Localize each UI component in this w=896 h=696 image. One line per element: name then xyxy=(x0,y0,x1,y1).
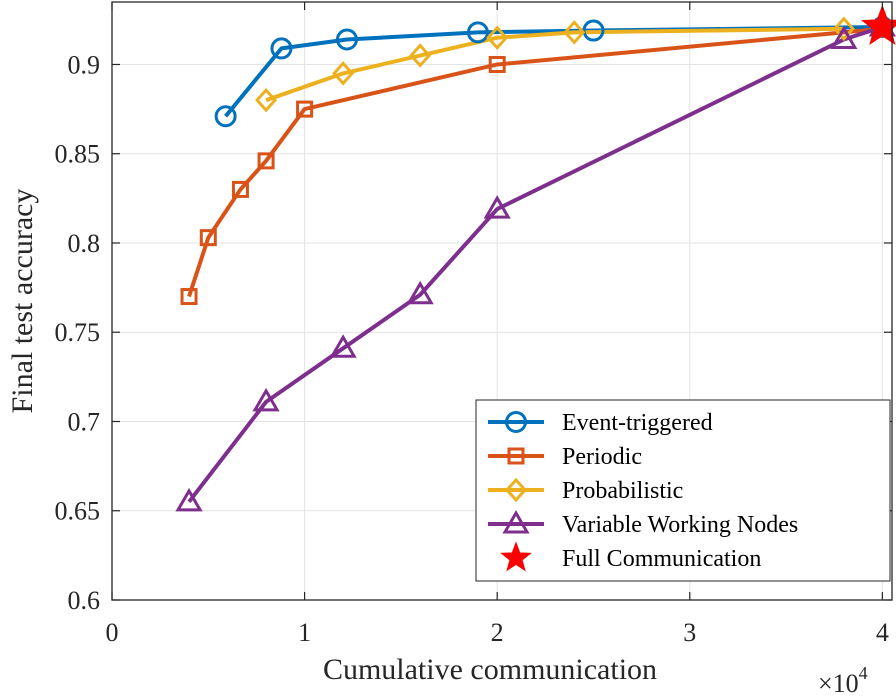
legend-label-event-triggered: Event-triggered xyxy=(562,410,713,436)
y-tick-label: 0.75 xyxy=(55,318,101,347)
series-line-probabilistic xyxy=(265,26,844,103)
legend: Event-triggered Periodic Probabilistic Vari… xyxy=(475,399,891,582)
series-line-periodic xyxy=(187,26,883,298)
legend-label-full-communication: Full Communication xyxy=(562,546,761,572)
legend-marker-full-communication xyxy=(500,541,532,572)
data-point-probabilistic xyxy=(332,61,355,86)
data-point-variable-working-nodes xyxy=(483,195,511,219)
y-tick-label: 0.65 xyxy=(55,497,101,526)
series-markers xyxy=(175,4,896,512)
tick-labels: 0 1 2 3 4 0.6 0.65 0.7 0.75 0.8 0.85 0.9 xyxy=(55,50,889,647)
axis-ticks xyxy=(111,2,892,601)
data-point-periodic xyxy=(180,288,198,306)
data-point-event-triggered xyxy=(582,19,605,42)
legend-box xyxy=(475,399,891,582)
data-point-event-triggered xyxy=(335,28,358,51)
data-point-event-triggered xyxy=(466,21,489,44)
y-tick-label: 0.8 xyxy=(68,229,101,258)
data-point-event-triggered xyxy=(214,105,237,128)
x-multiplier-exponent: 4 xyxy=(859,663,868,683)
legend-marker-variable-working-nodes xyxy=(502,510,530,534)
legend-label-variable-working-nodes: Variable Working Nodes xyxy=(562,512,798,538)
data-point-event-triggered xyxy=(270,37,293,60)
legend-marker-event-triggered xyxy=(505,411,527,433)
legend-marker-probabilistic xyxy=(504,477,528,503)
data-point-probabilistic xyxy=(832,16,855,42)
data-point-variable-working-nodes xyxy=(406,280,434,305)
x-axis-multiplier: ×104 xyxy=(818,663,868,696)
data-point-periodic xyxy=(296,100,314,118)
y-tick-label: 0.6 xyxy=(68,586,101,615)
data-point-periodic xyxy=(488,55,506,73)
data-point-probabilistic xyxy=(563,20,586,45)
data-point-variable-working-nodes xyxy=(830,25,858,49)
plot-frame xyxy=(111,1,893,601)
x-axis-label: Cumulative communication xyxy=(323,653,657,686)
data-point-periodic xyxy=(199,229,217,247)
data-point-probabilistic xyxy=(409,43,432,68)
legend-label-probabilistic: Probabilistic xyxy=(562,478,683,504)
data-point-probabilistic xyxy=(255,87,278,113)
legend-marker-periodic xyxy=(507,447,525,465)
x-tick-label: 3 xyxy=(683,618,696,647)
y-tick-label: 0.9 xyxy=(68,50,101,79)
y-tick-label: 0.7 xyxy=(68,407,101,436)
x-multiplier-base: ×10 xyxy=(818,669,859,696)
y-axis-label: Final test accuracy xyxy=(6,189,39,414)
data-point-probabilistic xyxy=(486,25,509,50)
x-tick-label: 4 xyxy=(876,618,889,647)
grid xyxy=(111,2,892,601)
data-point-periodic xyxy=(231,180,249,198)
data-point-variable-working-nodes xyxy=(175,487,203,512)
legend-label-periodic: Periodic xyxy=(562,444,642,470)
data-point-periodic xyxy=(257,152,275,170)
x-tick-label: 0 xyxy=(106,618,119,647)
y-tick-label: 0.85 xyxy=(55,140,101,169)
x-tick-label: 1 xyxy=(298,618,311,647)
data-point-variable-working-nodes xyxy=(329,334,357,358)
data-point-full-communication xyxy=(861,4,896,46)
data-point-variable-working-nodes xyxy=(252,387,280,412)
x-tick-label: 2 xyxy=(491,618,504,647)
